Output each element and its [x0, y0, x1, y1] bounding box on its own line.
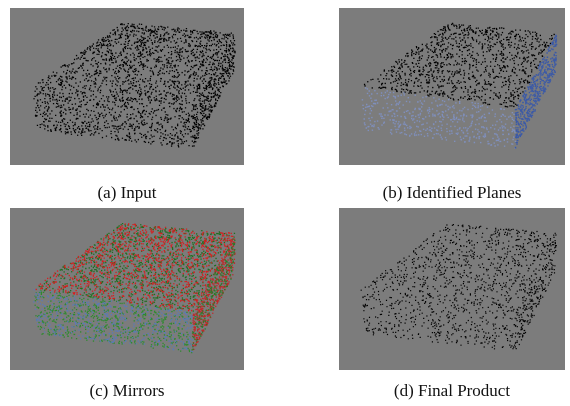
caption: (a) Input [97, 183, 156, 202]
caption: (d) Final Product [394, 381, 510, 400]
figure: (a) Input (b) Identified Planes (c) Mirr… [0, 0, 570, 406]
caption: (c) Mirrors [89, 381, 164, 400]
caption: (b) Identified Planes [383, 183, 522, 202]
